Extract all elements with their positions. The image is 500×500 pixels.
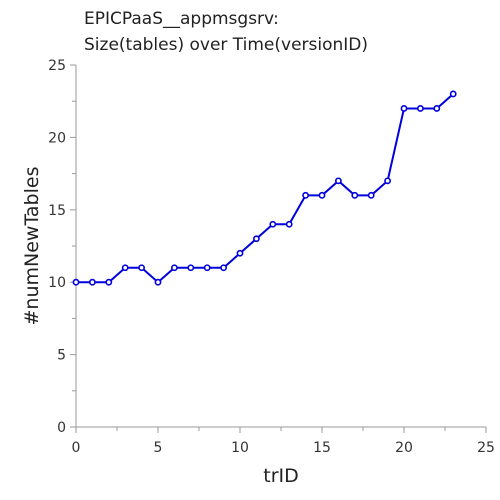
x-tick-label: 25 bbox=[477, 440, 495, 456]
data-point bbox=[384, 177, 391, 185]
axes bbox=[75, 65, 486, 428]
data-point bbox=[252, 235, 260, 243]
data-point bbox=[351, 191, 359, 199]
chart-title-line-1: EPICPaaS__appmsgsrv: bbox=[84, 9, 279, 29]
x-tick-label: 10 bbox=[231, 440, 249, 456]
data-point bbox=[416, 105, 424, 112]
data-point bbox=[72, 278, 80, 286]
x-tick-label: 5 bbox=[154, 440, 163, 456]
data-point bbox=[105, 278, 113, 286]
data-point bbox=[433, 105, 441, 112]
data-points bbox=[72, 90, 457, 286]
data-point bbox=[400, 105, 408, 112]
data-point bbox=[154, 278, 162, 286]
data-point bbox=[187, 264, 195, 272]
data-point bbox=[449, 90, 457, 98]
chart-title-line-2: Size(tables) over Time(versionID) bbox=[84, 35, 368, 55]
data-point bbox=[203, 264, 211, 272]
data-point bbox=[334, 177, 342, 185]
data-point bbox=[170, 264, 178, 272]
x-ticks: 0 5 10 15 20 25 bbox=[72, 427, 495, 456]
x-tick-label: 20 bbox=[395, 440, 413, 456]
data-point bbox=[285, 220, 293, 228]
series-line bbox=[76, 93, 454, 284]
y-tick-label: 10 bbox=[48, 275, 66, 291]
data-point bbox=[269, 220, 277, 228]
data-point bbox=[89, 278, 96, 286]
data-point bbox=[138, 264, 145, 272]
data-point bbox=[236, 249, 244, 257]
y-ticks: 0 5 10 15 20 25 bbox=[48, 58, 76, 436]
y-tick-label: 25 bbox=[48, 58, 66, 74]
data-point bbox=[220, 264, 227, 272]
data-point bbox=[121, 264, 129, 272]
y-axis-label: #numNewTables bbox=[21, 167, 43, 326]
y-tick-label: 20 bbox=[48, 130, 66, 146]
x-tick-label: 0 bbox=[72, 440, 81, 456]
data-point bbox=[302, 191, 309, 199]
y-tick-label: 15 bbox=[48, 203, 66, 219]
data-point bbox=[367, 191, 375, 199]
data-point bbox=[318, 191, 326, 199]
y-tick-label: 5 bbox=[57, 348, 66, 364]
x-tick-label: 15 bbox=[313, 440, 331, 456]
chart-title: EPICPaaS__appmsgsrv: Size(tables) over T… bbox=[84, 9, 368, 55]
y-tick-label: 0 bbox=[57, 420, 66, 436]
x-axis-label: trID bbox=[263, 465, 299, 487]
